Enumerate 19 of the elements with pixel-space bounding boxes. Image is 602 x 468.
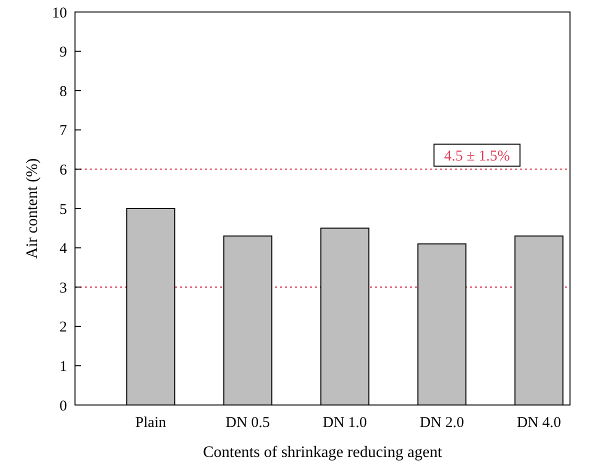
y-tick-label: 0 [60, 398, 67, 414]
y-tick-label: 2 [60, 320, 67, 336]
y-tick-label: 4 [60, 241, 68, 258]
annotation: 4.5 ± 1.5% [444, 148, 510, 164]
y-tick-label: 9 [60, 44, 67, 61]
x-tick-label: DN 0.5 [226, 415, 270, 431]
x-tick-label: Plain [135, 415, 167, 431]
y-axis-title: Air content (%) [24, 158, 41, 259]
x-axis-title: Contents of shrinkage reducing agent [202, 444, 443, 461]
x-tick-label: DN 4.0 [516, 415, 562, 431]
y-tick-label: 8 [60, 84, 67, 100]
x-tick-label: DN 2.0 [420, 415, 464, 431]
y-tick-label: 6 [60, 162, 68, 178]
y-tick-label: 3 [60, 280, 67, 296]
y-tick-label: 5 [60, 202, 67, 218]
y-tick-label: 10 [52, 5, 67, 22]
y-tick-label: 7 [60, 123, 68, 140]
x-tick-label: DN 1.0 [322, 415, 367, 431]
y-tick-label: 1 [60, 358, 67, 375]
